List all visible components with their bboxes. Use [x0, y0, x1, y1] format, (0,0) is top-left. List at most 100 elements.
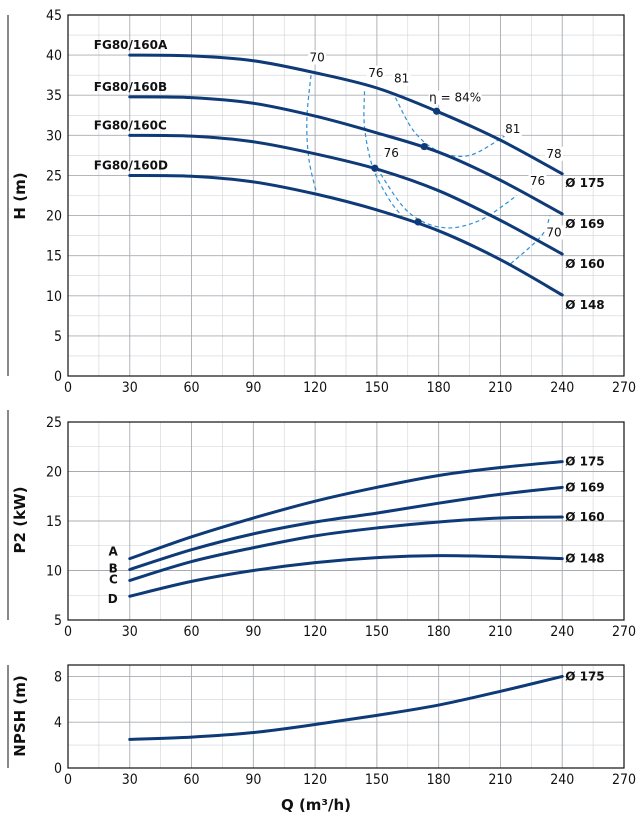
- efficiency-label-bg: [308, 50, 327, 65]
- plot-frame: [67, 664, 625, 769]
- series-line: [128, 460, 564, 561]
- y-tick-label: 40: [46, 48, 62, 64]
- efficiency-label-bg: [528, 174, 547, 189]
- series-name-label: FG80/160C: [94, 118, 167, 132]
- y-tick-label: 5: [54, 329, 62, 345]
- x-tick-label: 240: [550, 624, 574, 640]
- x-tick-label: 60: [184, 624, 200, 640]
- y-tick-label: 8: [54, 669, 62, 685]
- y-axis-title: H (m): [11, 172, 29, 219]
- series-name-label: A: [108, 545, 118, 559]
- power-panel: 0 30 60 90 120 150 180 210 240 270 5 10 15 20 25 P2 (kW…: [7, 410, 636, 640]
- x-tick-label: 240: [550, 380, 574, 396]
- series-name-label: C: [109, 572, 118, 586]
- diameter-label: Ø 169: [565, 480, 604, 494]
- efficiency-label-bg: [392, 71, 411, 86]
- efficiency-label-bg: [366, 65, 385, 80]
- y-axis-title: P2 (kW): [11, 487, 29, 554]
- diameter-label: Ø 169: [565, 217, 604, 231]
- y-tick-label: 15: [46, 249, 62, 265]
- diameter-label: Ø 175: [565, 455, 604, 469]
- efficiency-label-bg: [503, 121, 522, 136]
- series-line: [128, 133, 564, 256]
- efficiency-label: 81: [505, 122, 520, 136]
- grid: [67, 14, 625, 377]
- series-line: [128, 554, 564, 598]
- y-tick-label: 35: [46, 88, 62, 104]
- x-tick-label: 150: [365, 624, 389, 640]
- y-tick-label: 15: [46, 514, 62, 530]
- efficiency-label: 70: [546, 225, 561, 239]
- x-tick-label: 210: [488, 624, 512, 640]
- series-name-label: FG80/160D: [94, 158, 168, 172]
- x-tick-label: 30: [122, 380, 138, 396]
- efficiency-label: 70: [310, 51, 325, 65]
- y-tick-label: 20: [46, 465, 62, 481]
- x-tick-label: 60: [184, 772, 200, 788]
- diameter-label: Ø 148: [565, 298, 604, 312]
- series-line: [128, 485, 564, 572]
- x-tick-label: 90: [245, 380, 261, 396]
- bep-point: [433, 107, 441, 115]
- series-line: [128, 674, 564, 741]
- plot-frame: [67, 14, 625, 377]
- x-tick-label: 210: [488, 772, 512, 788]
- x-axis-title: Q (m³/h): [281, 796, 351, 814]
- diameter-label: Ø 175: [565, 176, 604, 190]
- diameter-label: Ø 160: [565, 510, 604, 524]
- efficiency-label: 76: [368, 66, 383, 80]
- x-tick-label: 270: [612, 380, 636, 396]
- diameter-label: Ø 160: [565, 257, 604, 271]
- efficiency-label: η = 84%: [429, 91, 481, 105]
- y-tick-label: 45: [46, 8, 62, 24]
- diameter-label: Ø 175: [565, 669, 604, 683]
- y-tick-label: 0: [54, 761, 62, 777]
- x-tick-label: 90: [245, 772, 261, 788]
- efficiency-curve: [306, 75, 318, 196]
- efficiency-label-bg: [428, 90, 482, 105]
- efficiency-label: 76: [530, 174, 545, 188]
- efficiency-curve: [510, 215, 551, 265]
- x-tick-label: 0: [64, 624, 72, 640]
- y-tick-label: 25: [46, 415, 62, 431]
- efficiency-curve: [394, 97, 505, 157]
- y-tick-label: 0: [54, 369, 62, 385]
- y-tick-label: 10: [46, 564, 62, 580]
- series-line: [128, 173, 564, 297]
- y-tick-label: 5: [54, 613, 62, 629]
- y-tick-label: 4: [54, 715, 62, 731]
- x-tick-label: 180: [427, 624, 451, 640]
- x-tick-label: 150: [365, 380, 389, 396]
- y-tick-label: 25: [46, 168, 62, 184]
- series-line: [128, 95, 564, 216]
- y-tick-label: 10: [46, 289, 62, 305]
- plot-frame: [67, 421, 625, 621]
- x-tick-label: 0: [64, 772, 72, 788]
- y-tick-label: 20: [46, 209, 62, 225]
- x-tick-label: 180: [427, 772, 451, 788]
- x-tick-label: 30: [122, 624, 138, 640]
- x-tick-label: 60: [184, 380, 200, 396]
- efficiency-label-bg: [544, 146, 563, 161]
- x-tick-label: 120: [303, 624, 327, 640]
- series-line: [128, 515, 564, 582]
- efficiency-label: 76: [384, 146, 399, 160]
- head-panel: 0 30 60 90 120 150 180 210 240 270 0 5 10 15 20 25 30 35 4…: [7, 8, 636, 396]
- efficiency-label: 78: [546, 147, 561, 161]
- series-name-label: FG80/160B: [94, 80, 167, 94]
- x-tick-label: 120: [303, 772, 327, 788]
- bep-point: [414, 218, 422, 226]
- x-tick-label: 270: [612, 772, 636, 788]
- series-name-label: B: [109, 562, 118, 576]
- x-tick-label: 240: [550, 772, 574, 788]
- x-tick-label: 0: [64, 380, 72, 396]
- efficiency-label-bg: [544, 225, 563, 240]
- diameter-label: Ø 148: [565, 552, 604, 566]
- series-name-label: D: [108, 592, 118, 606]
- series-name-label: FG80/160A: [94, 38, 168, 52]
- y-tick-label: 30: [46, 128, 62, 144]
- x-tick-label: 30: [122, 772, 138, 788]
- x-tick-label: 270: [612, 624, 636, 640]
- x-tick-label: 120: [303, 380, 327, 396]
